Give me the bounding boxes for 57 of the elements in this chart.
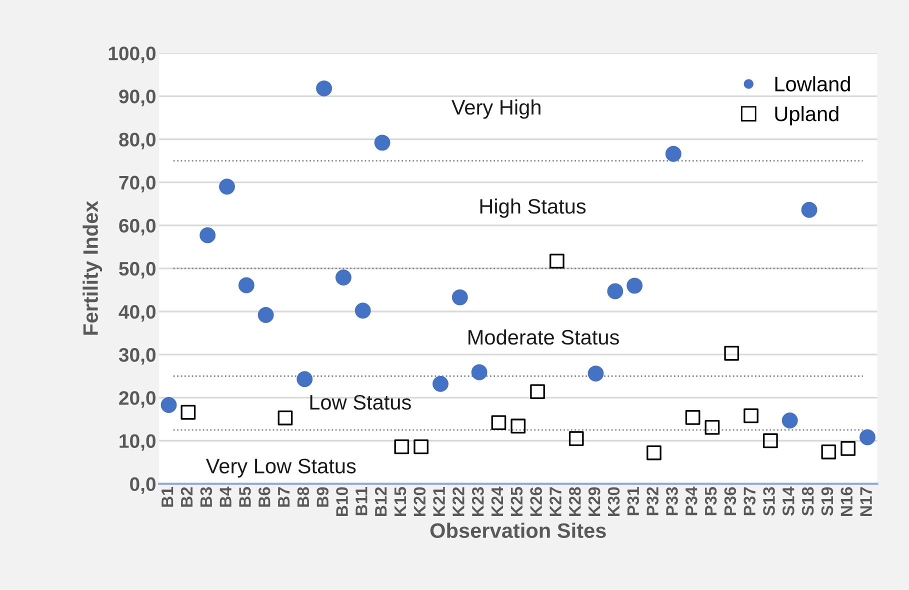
annotation: High Status [480, 198, 586, 218]
x-tick-label: P37 [744, 487, 756, 516]
x-tick-label: B5 [239, 487, 251, 507]
x-tick-label: S13 [763, 487, 775, 516]
annotation: Moderate Status [468, 329, 619, 345]
x-tick-label: S18 [802, 487, 814, 516]
x-tick-label: K30 [608, 487, 620, 516]
x-axis-title: Observation Sites [430, 522, 606, 538]
x-tick-label: K24 [491, 486, 504, 516]
x-tick-label: P33 [666, 487, 678, 516]
x-tick-label: P36 [724, 487, 736, 516]
x-tick-label: S19 [821, 487, 834, 516]
y-tick-label: 40,0 [118, 304, 156, 322]
x-tick-label: K29 [588, 487, 600, 516]
legend-label: Upland [775, 106, 838, 126]
x-tick-label: S14 [782, 486, 794, 516]
x-tick-label: B12 [374, 487, 387, 516]
x-tick-label: K22 [452, 487, 464, 516]
y-tick-label: 90,0 [119, 90, 156, 106]
x-tick-label: K23 [472, 487, 484, 516]
x-tick-label: P34 [685, 486, 698, 516]
x-tick-label: B6 [258, 487, 270, 507]
x-tick-label: N17 [860, 487, 872, 516]
x-tick-label: B4 [220, 486, 232, 507]
x-tick-label: B9 [316, 487, 329, 507]
x-tick-label: B1 [162, 487, 174, 507]
y-tick-label: 80,0 [119, 132, 156, 150]
x-tick-label: B7 [278, 487, 290, 507]
y-tick-label: 10,0 [120, 434, 156, 451]
y-tick-label: 30,0 [118, 348, 156, 365]
x-tick-label: B3 [200, 487, 212, 507]
x-tick-label: K25 [510, 487, 523, 516]
x-tick-label: B11 [356, 487, 368, 516]
y-tick-label: 0,0 [130, 477, 156, 494]
annotation: Low Status [310, 394, 411, 410]
y-axis-title: Fertility Index [82, 200, 102, 335]
x-tick-label: K21 [433, 487, 445, 516]
x-tick-label: K27 [550, 487, 562, 516]
y-tick-label: 70,0 [119, 176, 156, 192]
y-tick-label: 100,0 [108, 46, 156, 64]
legend-label: Lowland [775, 76, 850, 92]
annotation: Very High [452, 99, 540, 119]
x-tick-label: K28 [569, 487, 581, 516]
x-tick-label: B10 [336, 487, 348, 516]
y-tick-label: 60,0 [119, 218, 156, 236]
x-tick-label: K26 [530, 487, 542, 516]
x-tick-label: P31 [627, 487, 640, 516]
x-tick-label: B2 [180, 487, 192, 507]
x-tick-label: K20 [414, 487, 426, 516]
y-tick-label: 20,0 [119, 391, 156, 408]
x-tick-label: P35 [704, 487, 717, 516]
x-tick-label: P32 [646, 487, 658, 516]
y-tick-label: 50,0 [119, 262, 156, 279]
x-tick-label: B8 [297, 487, 310, 507]
x-tick-label: K15 [394, 487, 406, 516]
x-tick-label: N16 [840, 487, 853, 516]
annotation: Very Low Status [206, 458, 356, 478]
